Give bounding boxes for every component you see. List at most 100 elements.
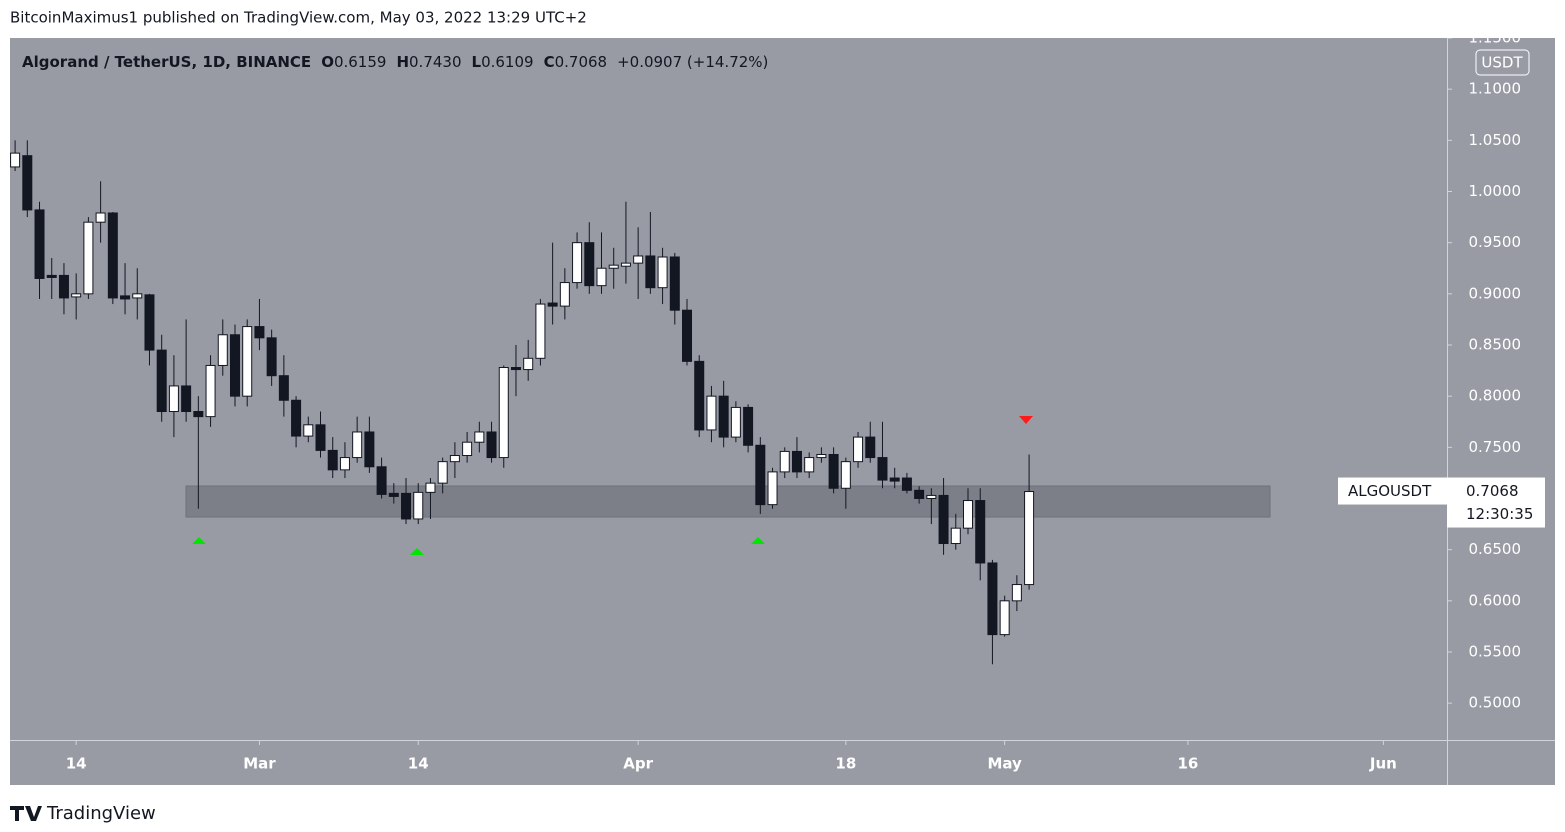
candle-body: [486, 431, 497, 459]
candle-body: [730, 406, 741, 438]
candle-body: [278, 375, 289, 401]
candle-body: [401, 492, 412, 520]
price-label: ALGOUSDT 0.7068 12:30:35: [1338, 477, 1545, 528]
candle-body: [352, 431, 363, 459]
candle-body: [840, 461, 851, 489]
candle-body: [608, 264, 619, 269]
candle-body: [413, 491, 424, 520]
x-tick-label: 14: [408, 755, 429, 773]
candle-body: [547, 302, 558, 307]
legend-value: 0.7430: [409, 53, 462, 71]
candle-body: [694, 360, 705, 431]
legend-key: O: [321, 53, 334, 71]
y-tick-label: 1.1000: [1469, 80, 1522, 98]
candle-body: [95, 212, 106, 223]
y-tick-label: 1.0000: [1469, 182, 1522, 200]
candle-body: [266, 337, 277, 377]
plot: [10, 140, 1271, 665]
candle-body: [535, 303, 546, 359]
candle-body: [682, 309, 693, 362]
candle-body: [669, 256, 680, 311]
x-tick-label: 14: [66, 755, 87, 773]
candle-body: [229, 334, 240, 397]
candle-body: [364, 431, 375, 468]
y-tick-label: 0.7500: [1469, 438, 1522, 456]
y-tick-label: 0.5000: [1469, 694, 1522, 712]
publish-header: BitcoinMaximus1 published on TradingView…: [10, 9, 587, 27]
candle-body: [743, 406, 754, 446]
x-tick-label: 18: [835, 755, 856, 773]
candle-body: [987, 562, 998, 636]
y-tick-label: 1.0500: [1469, 131, 1522, 149]
candle-body: [46, 274, 57, 278]
candle-body: [914, 489, 925, 499]
candle-body: [559, 282, 570, 307]
tradingview-logo: [10, 806, 42, 821]
candle-body: [217, 334, 228, 366]
legend-key: H: [396, 53, 409, 71]
support-arrow: [410, 548, 424, 555]
candle-body: [58, 274, 69, 299]
candle-body: [767, 471, 778, 506]
legend: Algorand / TetherUS, 1D, BINANCE O0.6159 H…: [22, 53, 768, 71]
candle-body: [645, 255, 656, 289]
y-tick-label: 0.5500: [1469, 642, 1522, 660]
candle-body: [633, 255, 644, 264]
symbol-label-box: [1338, 477, 1447, 505]
y-tick-label: 0.8000: [1469, 387, 1522, 405]
unit-button[interactable]: [1475, 49, 1530, 76]
support-zone: [185, 485, 1271, 518]
candle-body: [144, 294, 155, 351]
candle-body: [474, 431, 485, 443]
candle-body: [975, 500, 986, 564]
x-tick-label: Apr: [623, 755, 653, 773]
legend-value: 0.7068: [555, 53, 608, 71]
candle-body: [254, 326, 265, 339]
candle-body: [779, 450, 790, 473]
candle-body: [437, 461, 448, 484]
symbol-label: ALGOUSDT: [1348, 482, 1432, 500]
candle-body: [303, 424, 314, 437]
candle-body: [828, 453, 839, 489]
candle-body: [755, 444, 766, 506]
candle-body: [950, 527, 961, 545]
candle-body: [620, 262, 631, 267]
candle-body: [107, 212, 118, 299]
price-label-value: 0.7068: [1466, 482, 1519, 500]
candle-body: [498, 367, 509, 459]
y-tick-label: 0.6500: [1469, 540, 1522, 558]
price-label-box: [1447, 477, 1545, 528]
candle-body: [853, 436, 864, 463]
candle-body: [877, 457, 888, 481]
candle-body: [156, 349, 167, 413]
price-label-countdown: 12:30:35: [1466, 505, 1533, 523]
candle-body: [462, 441, 473, 457]
candle-body: [291, 399, 302, 437]
candle-body: [181, 385, 192, 413]
candle-body: [584, 242, 595, 287]
candle-body: [120, 295, 131, 300]
candle-body: [327, 449, 338, 471]
y-tick-label: 0.9000: [1469, 284, 1522, 302]
y-tick-label: 0.6000: [1469, 591, 1522, 609]
candle-body: [596, 267, 607, 287]
x-tick-label: Jun: [1369, 755, 1397, 773]
x-tick-label: 16: [1177, 755, 1198, 773]
candle-body: [889, 477, 900, 482]
support-arrow: [751, 537, 765, 544]
candle-body: [449, 455, 460, 463]
candle-body: [34, 209, 45, 279]
candle-body: [425, 482, 436, 493]
candle-body: [865, 436, 876, 459]
candle-body: [657, 256, 668, 289]
candle-body: [963, 500, 973, 529]
candle-body: [168, 385, 179, 413]
x-tick-label: May: [987, 755, 1022, 773]
legend-symbol: Algorand / TetherUS, 1D, BINANCE: [22, 53, 311, 71]
candle-body: [339, 457, 350, 471]
candle-body: [816, 453, 827, 459]
candle-body: [22, 155, 33, 211]
resistance-arrow: [1019, 416, 1033, 424]
support-arrow: [192, 537, 206, 544]
candle-body: [242, 326, 253, 397]
